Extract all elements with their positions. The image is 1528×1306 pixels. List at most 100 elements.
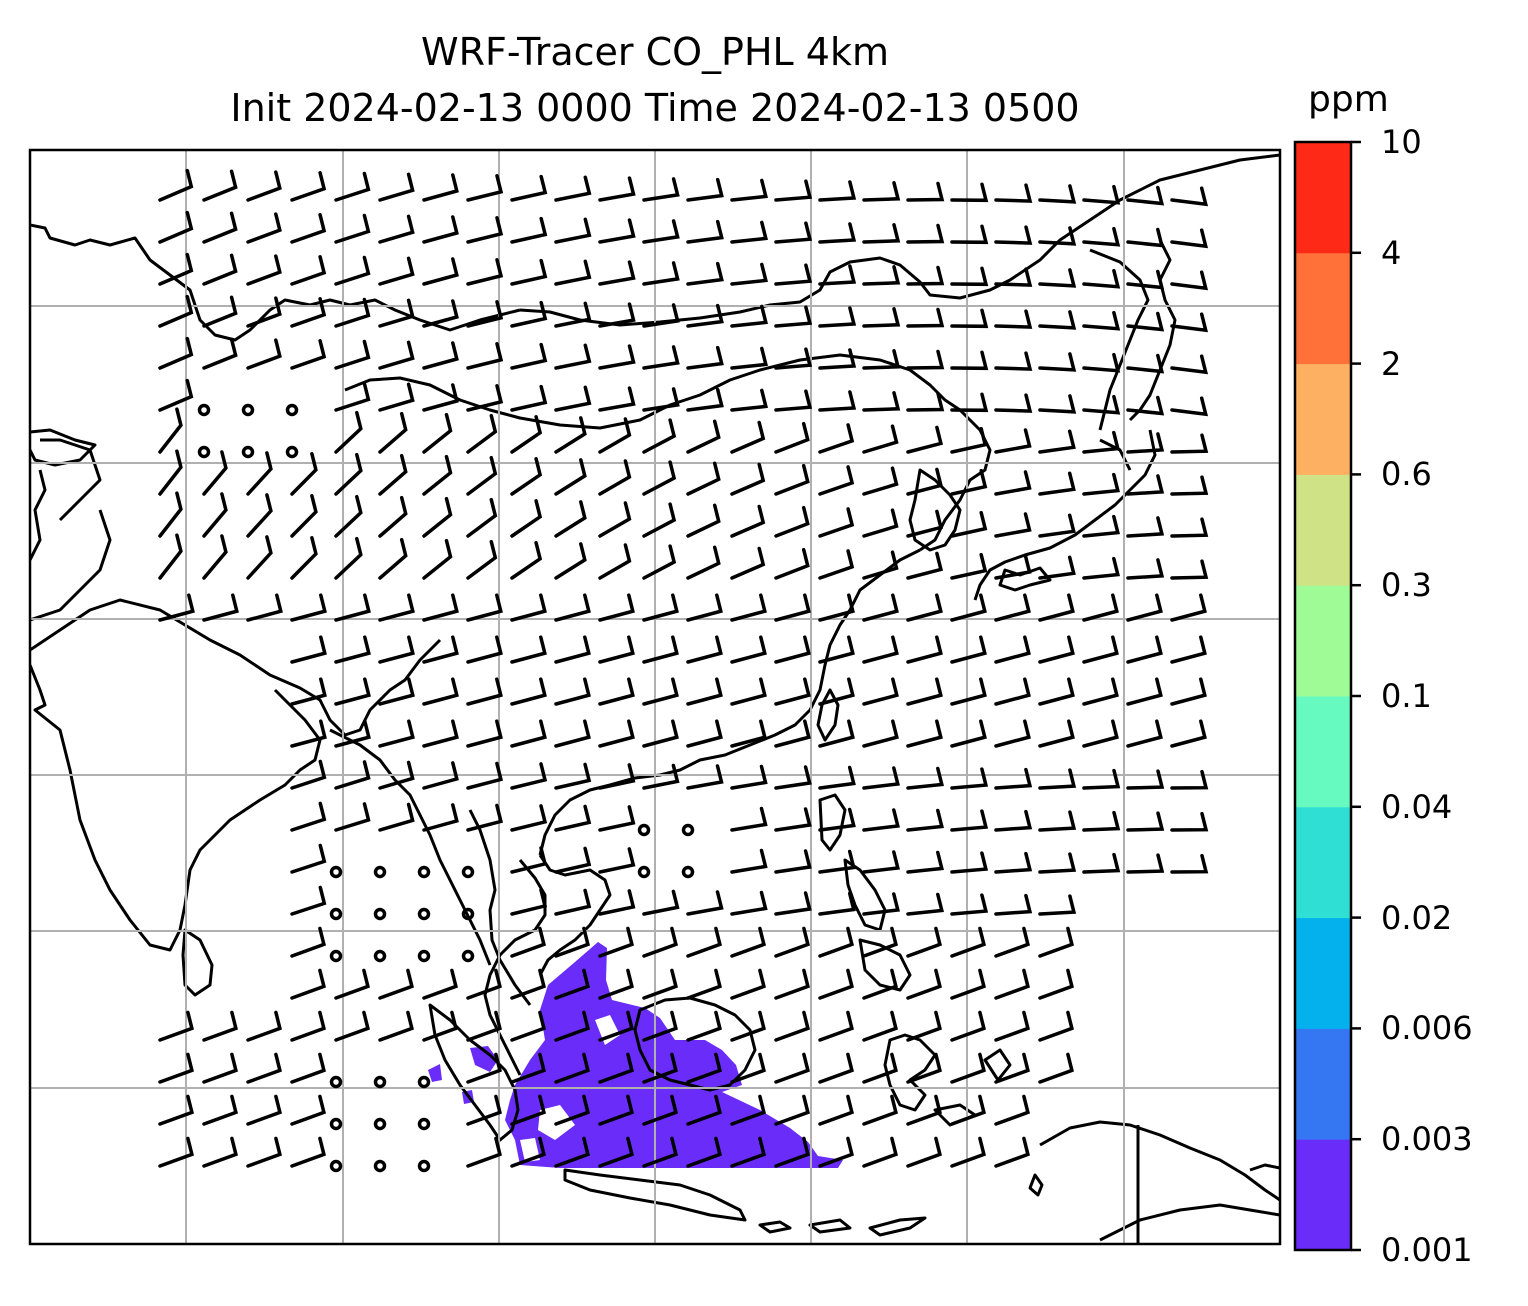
wind-barb: [290, 255, 327, 286]
wind-barb: [1038, 852, 1077, 874]
wind-barb: [950, 510, 988, 538]
wind-barb: [1082, 768, 1121, 790]
wind-barb: [1170, 312, 1209, 333]
wind-barb: [950, 593, 987, 622]
wind-barb: [554, 593, 591, 622]
wind-barb: [994, 309, 1033, 329]
wind-barb: [862, 550, 899, 580]
wind-barb: [1038, 677, 1075, 706]
wind-barb: [466, 539, 498, 580]
wind-barb: [1170, 677, 1207, 706]
wind-barb: [906, 766, 944, 790]
wind-barb: [246, 296, 282, 328]
wind-barb: [950, 392, 989, 413]
wind-barb: [730, 1094, 766, 1126]
wind-barb: [1038, 268, 1077, 288]
wind-barb: [686, 1136, 722, 1168]
wind-barb: [642, 261, 680, 286]
wind-barb: [1038, 635, 1075, 664]
wind-barb: [906, 1052, 942, 1084]
colorbar-bin: [1295, 1028, 1351, 1140]
wind-barb: [422, 761, 459, 790]
wind-barb: [774, 347, 813, 370]
wind-barb: [290, 968, 326, 1000]
wind-barb: [554, 301, 592, 328]
wind-barb: [466, 803, 504, 832]
wind-barb: [554, 1094, 590, 1126]
wind-barb: [598, 417, 632, 454]
wind-barb: [730, 420, 766, 454]
wind-barb: [730, 262, 768, 286]
wind-barb: [334, 1010, 370, 1042]
wind-barb: [774, 221, 813, 244]
wind-barb: [422, 496, 453, 538]
wind-barb: [950, 266, 989, 287]
wind-barb: [994, 393, 1033, 413]
wind-barb: [466, 677, 503, 706]
wind-barb: [730, 1052, 766, 1084]
wind-barb: [994, 809, 1033, 832]
wind-barb: [862, 508, 899, 538]
wind-barb: [994, 554, 1032, 580]
wind-barb: [642, 968, 678, 1000]
wind-barb: [290, 1136, 326, 1168]
wind-barb: [994, 183, 1033, 203]
wind-barb: [246, 1094, 282, 1126]
calm-wind-marker: [373, 1075, 387, 1089]
wind-barb: [1126, 353, 1165, 374]
wind-barb: [1038, 471, 1076, 496]
wind-barb: [598, 1094, 634, 1126]
wind-barb: [774, 677, 811, 706]
calm-wind-marker: [417, 1117, 431, 1131]
wind-barb: [598, 926, 634, 958]
wind-barb: [1038, 968, 1074, 1000]
wind-barb: [246, 593, 283, 622]
wind-barb: [994, 926, 1030, 958]
wind-barb: [774, 635, 811, 664]
wind-barb: [774, 263, 813, 286]
wind-barb: [950, 1010, 986, 1042]
wind-barb: [862, 307, 901, 328]
colorbar-ticks: [1351, 140, 1361, 1252]
wind-barb: [730, 546, 766, 580]
wind-barb: [774, 179, 813, 202]
wind-barb: [774, 1010, 810, 1042]
wind-barb: [994, 677, 1031, 706]
wind-barb: [466, 384, 504, 412]
wind-barb: [246, 493, 273, 538]
wind-barb: [202, 1010, 238, 1042]
wind-barb: [730, 388, 768, 412]
wind-barb: [422, 968, 458, 1000]
wind-barb: [950, 308, 989, 329]
wind-barb: [730, 593, 767, 622]
wind-barb: [1038, 226, 1077, 246]
colorbar-label: 2: [1381, 344, 1402, 383]
wind-barb: [862, 265, 901, 286]
wind-barb: [1170, 354, 1209, 375]
wind-barb: [730, 220, 768, 244]
colorbar-label: 0.1: [1381, 677, 1432, 715]
wind-barb: [818, 719, 855, 748]
wind-barb: [466, 258, 504, 286]
wind-barb: [554, 804, 592, 832]
wind-barb: [466, 342, 504, 370]
wind-barb: [950, 968, 986, 1000]
wind-barb: [510, 677, 547, 706]
wind-barb: [158, 168, 194, 202]
wind-barb: [1082, 810, 1121, 832]
wind-barb: [950, 809, 989, 832]
wind-barb: [774, 719, 811, 748]
wind-barb: [730, 346, 768, 370]
wind-barb: [642, 177, 680, 202]
wind-barb: [906, 467, 944, 496]
wind-barb: [202, 1052, 238, 1084]
wind-barb: [642, 719, 679, 748]
wind-barb: [950, 635, 987, 664]
wind-barb: [686, 764, 724, 790]
wind-barb: [378, 298, 415, 328]
wind-barb: [510, 174, 548, 202]
wind-barb: [686, 177, 724, 202]
wind-barb: [818, 306, 857, 328]
wind-barb: [1170, 593, 1207, 622]
wind-barb: [950, 426, 988, 454]
